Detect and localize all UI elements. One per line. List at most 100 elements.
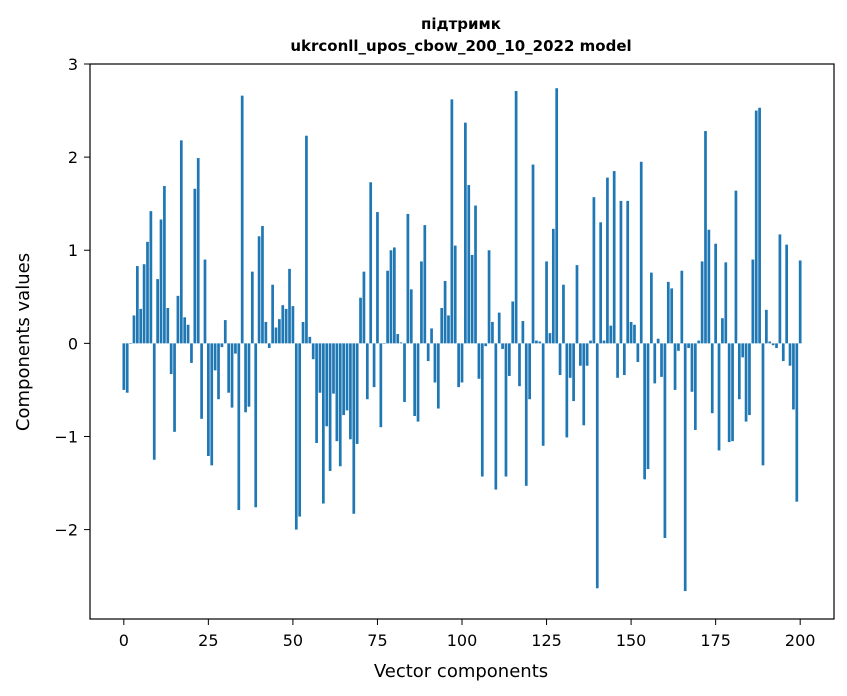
- bar: [650, 272, 653, 344]
- x-tick-label: 0: [119, 631, 129, 650]
- bar: [541, 343, 545, 446]
- bar: [440, 307, 444, 344]
- bar: [704, 131, 707, 344]
- bar: [294, 343, 298, 530]
- bar: [548, 333, 552, 344]
- bar: [450, 99, 454, 344]
- bar: [328, 343, 332, 471]
- bar: [558, 343, 562, 376]
- bar: [213, 343, 217, 371]
- bar: [660, 343, 663, 377]
- bar: [727, 343, 731, 443]
- bar: [159, 219, 163, 344]
- bar: [673, 343, 677, 390]
- bar: [592, 197, 596, 344]
- bar: [616, 343, 619, 378]
- bar: [386, 270, 389, 344]
- bar: [362, 271, 366, 344]
- bar: [257, 236, 261, 344]
- y-tick-label: 2: [68, 148, 78, 167]
- bar: [413, 343, 417, 416]
- bar: [234, 343, 237, 354]
- bar: [487, 250, 491, 344]
- bar: [393, 247, 396, 344]
- bar: [382, 343, 386, 344]
- bar: [409, 289, 413, 344]
- bar: [173, 343, 176, 432]
- bar: [436, 343, 440, 409]
- bar: [169, 343, 173, 375]
- bar: [288, 268, 291, 344]
- bar: [568, 343, 572, 378]
- bar: [663, 343, 667, 538]
- bar: [416, 343, 420, 422]
- bar: [535, 340, 538, 344]
- bar: [748, 343, 751, 416]
- bar: [223, 320, 227, 344]
- bar: [379, 343, 383, 428]
- bar: [518, 343, 521, 387]
- bar: [278, 319, 281, 344]
- bar: [565, 343, 569, 438]
- bar: [700, 261, 704, 344]
- bar: [737, 343, 741, 400]
- bar: [457, 343, 460, 388]
- bar: [142, 264, 146, 344]
- bar: [146, 241, 149, 344]
- bar: [308, 336, 312, 344]
- bar: [284, 308, 288, 344]
- bar: [545, 261, 548, 344]
- bar: [207, 343, 210, 457]
- bar: [734, 190, 738, 344]
- y-axis-label: Components values: [13, 253, 34, 431]
- bar: [372, 343, 376, 388]
- bar: [480, 343, 484, 477]
- bar: [467, 185, 471, 344]
- x-tick-label: 100: [447, 631, 478, 650]
- bar: [609, 325, 613, 344]
- bar: [717, 343, 721, 451]
- bar: [775, 343, 778, 349]
- bar: [528, 343, 531, 400]
- y-tick-label: 1: [68, 241, 78, 260]
- bar: [656, 338, 660, 344]
- bar: [721, 318, 724, 344]
- bar: [264, 321, 268, 344]
- bar: [622, 343, 626, 376]
- bar: [677, 343, 680, 351]
- bar: [196, 158, 200, 344]
- bar: [633, 324, 636, 344]
- bar: [707, 229, 711, 344]
- bar: [595, 343, 599, 589]
- bar: [318, 343, 322, 393]
- bar: [176, 295, 180, 344]
- bar: [426, 343, 430, 362]
- bar: [710, 343, 714, 414]
- bar: [731, 343, 734, 442]
- plot-frame: [89, 63, 835, 620]
- y-tick-label: −2: [54, 521, 78, 540]
- bar: [744, 343, 748, 422]
- bar: [443, 280, 447, 344]
- bar: [643, 343, 646, 480]
- bar: [301, 321, 305, 344]
- bar: [389, 250, 393, 344]
- x-axis-label: Vector components: [374, 661, 548, 682]
- bar: [453, 245, 457, 344]
- bar: [156, 279, 159, 344]
- bar: [193, 188, 197, 344]
- bar: [582, 343, 586, 426]
- bar: [247, 343, 251, 407]
- bar: [464, 122, 467, 344]
- chart-title-line1: підтримк: [421, 15, 501, 33]
- bar: [693, 343, 697, 430]
- bar: [619, 200, 623, 344]
- bar: [585, 343, 589, 366]
- bar: [267, 343, 271, 349]
- bar: [433, 343, 437, 383]
- bar: [538, 341, 542, 344]
- bar: [754, 110, 758, 344]
- bar: [291, 306, 295, 344]
- x-tick-label: 150: [616, 631, 647, 650]
- bar: [714, 243, 717, 344]
